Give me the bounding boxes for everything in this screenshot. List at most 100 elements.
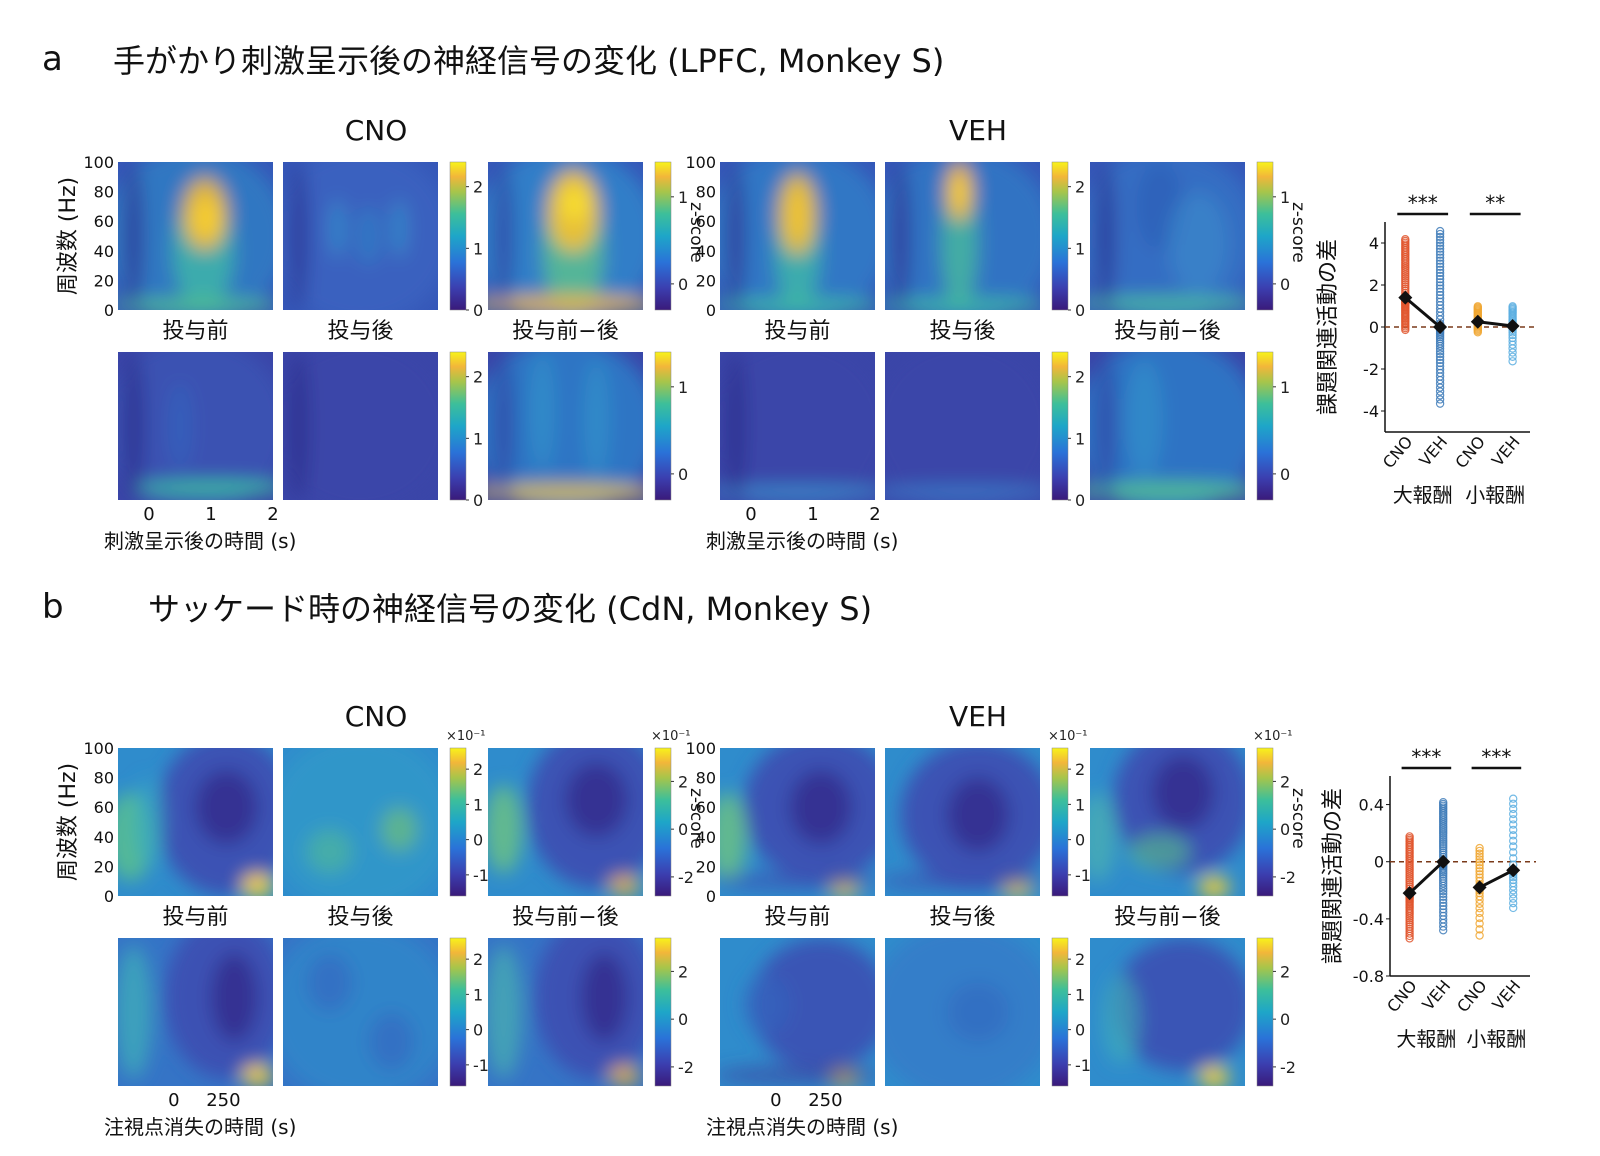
scatter-point (1435, 265, 1445, 275)
significance-stars: *** (1411, 745, 1441, 769)
colorbar-tick: 2 (473, 368, 483, 387)
colorbar-tick: 1 (1075, 429, 1085, 448)
y-tick: 40 (696, 828, 716, 847)
x-tick: 0 (770, 1090, 781, 1111)
y-tick: 100 (685, 739, 716, 758)
period-label: 投与後 (929, 905, 995, 930)
scatter-y-tick: 0.4 (1359, 796, 1384, 815)
colorbar-tick: -1 (1075, 866, 1091, 885)
scatter-point (1435, 278, 1445, 287)
scatter-point (1508, 799, 1518, 808)
scatter-point (1435, 232, 1445, 242)
x-tick: 250 (206, 1090, 240, 1111)
colorbar-tick: 0 (678, 465, 688, 484)
scatter-point (1435, 262, 1445, 271)
heatmap-b-VEH-small-2 (1090, 938, 1245, 1086)
scatter-point (1405, 934, 1414, 943)
scatter-category: CNO (1383, 976, 1421, 1016)
scatter-point (1435, 253, 1445, 262)
colorbar-tick: 1 (473, 429, 483, 448)
x-axis-label: 刺激呈示後の時間 (s) (104, 529, 296, 553)
scatter-point (1435, 271, 1445, 281)
scatter-point (1508, 894, 1518, 903)
scatter-point (1435, 341, 1445, 351)
scatter-point (1435, 244, 1445, 253)
scatter-point (1475, 925, 1484, 934)
panel-title: 手がかり刺激呈示後の神経信号の変化 (LPFC, Monkey S) (113, 42, 944, 80)
scatter-point (1475, 903, 1484, 913)
colorbar-tick: 2 (1075, 950, 1085, 969)
scatter-point (1435, 284, 1445, 293)
x-tick: 2 (267, 504, 278, 525)
colorbar-tick: 2 (473, 178, 483, 197)
scatter-point (1405, 832, 1414, 841)
scatter-point (1438, 895, 1448, 904)
scatter-point (1508, 302, 1517, 311)
scatter-point (1435, 355, 1445, 365)
scatter-point (1508, 903, 1518, 913)
scatter-y-tick: 0 (1369, 318, 1379, 337)
colorbar-tick: 0 (473, 831, 483, 850)
scatter-point (1438, 901, 1448, 911)
x-tick: 1 (807, 504, 818, 525)
colorbar-raw: -1 0 1 2 ×10⁻¹ (446, 729, 489, 897)
y-tick: 100 (685, 153, 716, 172)
scatter-point (1438, 922, 1448, 931)
scatter-point (1475, 895, 1484, 905)
scatter-category: CNO (1451, 432, 1489, 472)
colorbar-raw: -1 0 1 2 ×10⁻¹ (1048, 729, 1091, 897)
heatmap-a-CNO-big-1 (283, 162, 438, 310)
scatter-point (1405, 929, 1414, 938)
colorbar-raw: -1 0 1 2 (1051, 937, 1091, 1087)
colorbar-tick: -2 (678, 868, 694, 887)
colorbar-tick: 0 (678, 275, 688, 294)
y-tick: 40 (94, 242, 114, 261)
scatter-point (1435, 391, 1445, 400)
mean-line (1408, 860, 1445, 895)
y-tick: 80 (696, 769, 716, 788)
colorbar-tick: 0 (473, 1021, 483, 1040)
x-tick: 250 (808, 1090, 842, 1111)
heatmap-b-CNO-big-2 (488, 748, 643, 896)
scatter-point (1508, 825, 1518, 835)
period-label: 投与前−後 (512, 319, 618, 344)
scatter-category: VEH (1415, 432, 1451, 470)
period-label: 投与前−後 (512, 905, 618, 930)
scatter-point (1435, 250, 1445, 259)
scatter-point (1475, 867, 1484, 876)
scatter-point (1475, 846, 1484, 856)
colorbar-tick: 2 (1075, 760, 1085, 779)
scatter-point (1435, 256, 1445, 265)
scatter-point (1435, 395, 1445, 404)
scatter-point (1438, 898, 1448, 908)
heatmap-a-VEH-small-1 (885, 352, 1040, 500)
scatter-point (1508, 804, 1518, 814)
scatter-point (1435, 259, 1445, 268)
scatter-point (1475, 864, 1484, 873)
period-label: 投与後 (929, 319, 995, 344)
significance-stars: *** (1481, 745, 1511, 769)
scatter-point (1401, 235, 1410, 244)
colorbar-tick: 2 (678, 962, 688, 981)
scatter-point (1435, 352, 1445, 362)
colorbar-diff: 01 (654, 351, 688, 501)
x-axis-label: 注視点消失の時間 (s) (706, 1115, 898, 1139)
z-score-label: z-score (686, 788, 706, 849)
mean-line (1404, 296, 1442, 329)
colorbar-multiplier: ×10⁻¹ (446, 729, 486, 744)
colorbar-multiplier: ×10⁻¹ (651, 729, 691, 744)
group-label: VEH (949, 700, 1007, 733)
scatter-point (1508, 898, 1518, 908)
scatter-group-label: 大報酬 (1396, 1027, 1456, 1051)
scatter-point (1475, 858, 1484, 867)
panel-title: サッケード時の神経信号の変化 (CdN, Monkey S) (148, 590, 872, 628)
significance-stars: *** (1408, 191, 1438, 215)
scatter-y-tick: -2 (1363, 360, 1379, 379)
scatter-point (1508, 854, 1518, 863)
colorbar-diff: -2 0 2 ×10⁻¹ (651, 729, 694, 897)
scatter-y-tick: -0.8 (1353, 967, 1384, 986)
scatter-point (1435, 281, 1445, 290)
colorbar-diff: -2 0 2 (1256, 937, 1296, 1087)
